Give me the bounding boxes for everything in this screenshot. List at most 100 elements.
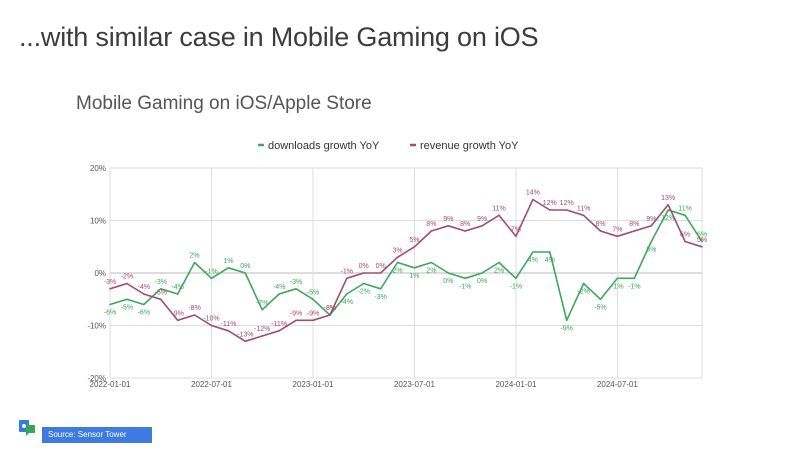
revenue-data-label: 12% [543,200,557,207]
slide-title: ...with similar case in Mobile Gaming on… [19,22,539,52]
revenue-data-label: -3% [104,279,116,286]
downloads-point [159,287,162,290]
downloads-point [464,277,467,280]
downloads-data-label: -9% [560,325,572,332]
revenue-point [295,319,297,322]
downloads-point [582,282,585,285]
revenue-point [515,235,517,238]
revenue-point [210,324,213,327]
downloads-point [176,293,179,295]
downloads-point [633,277,636,280]
revenue-data-label: -9% [171,310,183,317]
downloads-data-label: 2% [494,268,504,275]
downloads-data-label: 2% [392,268,402,275]
downloads-point [616,277,619,280]
downloads-point [109,303,111,306]
revenue-point [430,230,433,232]
downloads-point [430,261,433,264]
revenue-point [126,282,128,285]
revenue-data-label: 11% [492,205,506,212]
revenue-point [244,340,247,343]
y-tick-label: 20% [90,164,106,173]
revenue-point [379,272,382,274]
revenue-point [701,245,703,248]
downloads-point [295,287,297,290]
downloads-data-label: 4% [545,257,555,264]
revenue-data-label: -11% [220,321,236,328]
x-tick-label: 2024-07-01 [597,380,638,389]
downloads-data-label: -8% [324,305,336,312]
revenue-data-label: -4% [138,284,150,291]
revenue-point [143,293,145,295]
downloads-data-label: 2% [190,253,200,260]
y-tick-label: -10% [87,322,106,331]
downloads-point [565,319,568,322]
revenue-point [582,214,585,217]
revenue-data-label: -8% [188,305,200,312]
revenue-data-label: -5% [155,289,167,296]
downloads-data-label: -6% [138,310,150,317]
revenue-data-label: 13% [661,195,675,202]
downloads-data-label: 4% [528,257,538,264]
revenue-data-label: 11% [577,205,591,212]
revenue-data-label: 3% [392,247,402,254]
downloads-series-line [109,209,703,322]
downloads-data-label: -7% [256,300,268,307]
revenue-series-line [109,198,703,343]
downloads-point [650,240,653,243]
downloads-data-label: -4% [171,284,183,291]
downloads-data-label: 6% [697,232,707,239]
revenue-data-label: 5% [697,237,707,244]
downloads-data-label: -6% [104,310,116,317]
revenue-data-label: 9% [477,216,487,223]
downloads-data-label: -3% [374,294,386,301]
revenue-data-label: 7% [511,226,521,233]
downloads-point [548,251,551,253]
y-tick-label: 0% [94,269,106,278]
downloads-data-label: 2% [426,268,436,275]
downloads-point [498,261,500,264]
revenue-point [109,287,111,290]
revenue-data-label: -1% [341,268,353,275]
downloads-point [396,261,399,264]
x-tick-label: 2022-01-01 [90,380,131,389]
revenue-data-label: -2% [121,274,133,281]
revenue-data-label: 5% [409,237,419,244]
revenue-point [616,235,619,238]
downloads-data-label: 0% [443,278,453,285]
chart-title: Mobile Gaming on iOS/Apple Store [76,93,372,114]
downloads-data-label: -2% [577,289,589,296]
downloads-data-label: -4% [273,284,285,291]
revenue-data-label: -10% [203,316,219,323]
downloads-point [413,266,416,269]
downloads-data-label: 11% [678,205,692,212]
revenue-data-label: 8% [595,221,605,228]
y-tick-label: 10% [90,217,106,226]
downloads-point [362,282,365,285]
downloads-point [210,277,213,280]
downloads-data-label: -3% [155,279,167,286]
revenue-data-label: -12% [254,326,270,333]
downloads-point [447,272,450,274]
revenue-point [227,329,230,332]
downloads-data-label: 0% [240,263,250,270]
downloads-point [143,303,145,306]
revenue-point [633,230,636,232]
revenue-data-label: -9% [307,310,319,317]
downloads-data-label: 6% [646,247,656,254]
downloads-data-label: -1% [611,283,623,290]
revenue-data-label: 14% [526,190,540,197]
downloads-data-label: -5% [594,304,606,311]
downloads-point [227,266,230,269]
revenue-point [650,224,653,227]
revenue-point [447,224,450,227]
revenue-point [464,230,467,232]
revenue-data-label: 7% [612,226,622,233]
downloads-data-label: -4% [341,299,353,306]
downloads-point [312,298,314,301]
revenue-point [362,272,365,274]
revenue-point [548,209,551,211]
revenue-point [498,214,500,217]
downloads-point [346,293,348,295]
downloads-point [126,298,128,301]
